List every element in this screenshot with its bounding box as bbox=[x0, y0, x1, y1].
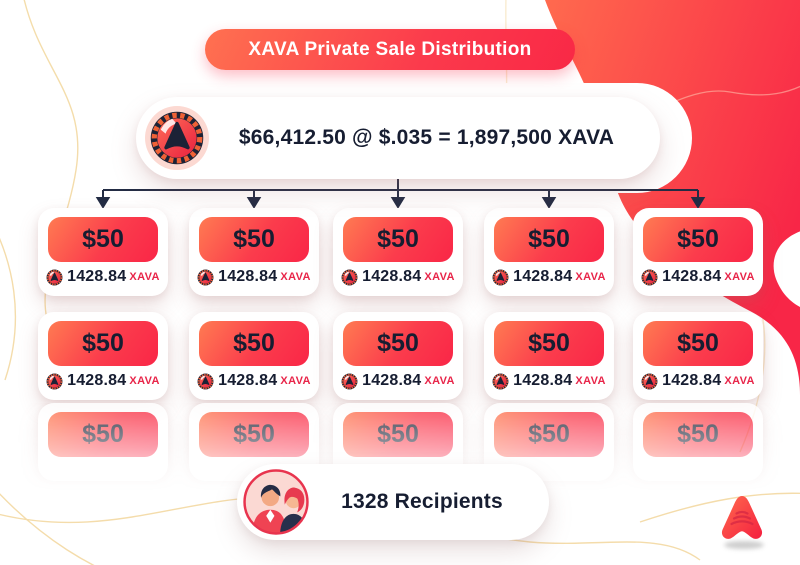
token-amount-row: 1428.84 XAVA bbox=[46, 372, 160, 390]
xava-mini-coin-icon bbox=[492, 268, 510, 286]
token-symbol: XAVA bbox=[129, 271, 160, 283]
usd-amount-pill: $50 bbox=[199, 412, 309, 457]
usd-amount-pill: $50 bbox=[494, 412, 604, 457]
usd-amount: $50 bbox=[528, 329, 570, 357]
token-amount-row: 1428.84 XAVA bbox=[46, 268, 160, 286]
token-amount-row: 1428.84 XAVA bbox=[641, 372, 755, 390]
summary-card: $66,412.50 @ $.035 = 1,897,500 XAVA bbox=[136, 97, 660, 179]
usd-amount: $50 bbox=[677, 225, 719, 253]
usd-amount: $50 bbox=[377, 420, 419, 448]
allocation-card: $50 1428.84 XAVA bbox=[189, 208, 319, 296]
page-title: XAVA Private Sale Distribution bbox=[248, 38, 532, 60]
usd-amount-pill: $50 bbox=[343, 217, 453, 262]
token-amount: 1428.84 bbox=[662, 268, 722, 285]
token-amount: 1428.84 bbox=[362, 372, 422, 389]
usd-amount-pill: $50 bbox=[343, 412, 453, 457]
token-amount-row: 1428.84 XAVA bbox=[341, 268, 455, 286]
allocation-card: $50 1428.84 XAVA bbox=[333, 208, 463, 296]
usd-amount-pill: $50 bbox=[48, 321, 158, 366]
usd-amount-pill: $50 bbox=[643, 217, 753, 262]
avalaunch-logo bbox=[720, 494, 764, 541]
usd-amount-pill: $50 bbox=[199, 217, 309, 262]
xava-mini-coin-icon bbox=[492, 372, 510, 390]
usd-amount: $50 bbox=[528, 225, 570, 253]
logo-shadow bbox=[724, 541, 764, 549]
token-symbol: XAVA bbox=[575, 375, 606, 387]
usd-amount: $50 bbox=[233, 420, 275, 448]
token-symbol: XAVA bbox=[724, 375, 755, 387]
token-amount-row: 1428.84 XAVA bbox=[641, 268, 755, 286]
xava-mini-coin-icon bbox=[197, 372, 215, 390]
usd-amount: $50 bbox=[82, 329, 124, 357]
token-symbol: XAVA bbox=[424, 271, 455, 283]
usd-amount: $50 bbox=[82, 420, 124, 448]
allocation-card: $50 bbox=[633, 403, 763, 481]
allocation-card: $50 1428.84 XAVA bbox=[484, 312, 614, 400]
allocation-row-2: $50 1428.84 XAVA $50 1428.84 XAVA $50 14… bbox=[0, 312, 800, 412]
xava-coin-icon bbox=[145, 106, 209, 170]
xava-mini-coin-icon bbox=[341, 372, 359, 390]
allocation-card: $50 1428.84 XAVA bbox=[633, 312, 763, 400]
token-symbol: XAVA bbox=[724, 271, 755, 283]
usd-amount-pill: $50 bbox=[643, 321, 753, 366]
allocation-row-3-faded: $50 $50 $50 $50 $50 bbox=[0, 403, 800, 503]
usd-amount: $50 bbox=[233, 329, 275, 357]
token-amount: 1428.84 bbox=[218, 372, 278, 389]
allocation-card: $50 1428.84 XAVA bbox=[38, 312, 168, 400]
recipients-count: 1328 Recipients bbox=[341, 490, 503, 513]
usd-amount-pill: $50 bbox=[48, 412, 158, 457]
token-amount: 1428.84 bbox=[662, 372, 722, 389]
usd-amount: $50 bbox=[677, 420, 719, 448]
token-amount: 1428.84 bbox=[218, 268, 278, 285]
token-amount-row: 1428.84 XAVA bbox=[492, 268, 606, 286]
xava-mini-coin-icon bbox=[341, 268, 359, 286]
token-symbol: XAVA bbox=[424, 375, 455, 387]
token-amount: 1428.84 bbox=[67, 268, 127, 285]
token-symbol: XAVA bbox=[129, 375, 160, 387]
usd-amount-pill: $50 bbox=[494, 321, 604, 366]
usd-amount-pill: $50 bbox=[48, 217, 158, 262]
allocation-card: $50 bbox=[38, 403, 168, 481]
allocation-row-1: $50 1428.84 XAVA $50 1428.84 XAVA $50 14… bbox=[0, 208, 800, 308]
usd-amount: $50 bbox=[82, 225, 124, 253]
allocation-card: $50 bbox=[189, 403, 319, 481]
allocation-card: $50 1428.84 XAVA bbox=[38, 208, 168, 296]
recipients-card: 1328 Recipients bbox=[237, 464, 549, 540]
recipients-people-icon bbox=[243, 469, 309, 535]
token-amount-row: 1428.84 XAVA bbox=[341, 372, 455, 390]
usd-amount: $50 bbox=[233, 225, 275, 253]
token-amount: 1428.84 bbox=[362, 268, 422, 285]
usd-amount-pill: $50 bbox=[494, 217, 604, 262]
token-amount-row: 1428.84 XAVA bbox=[197, 372, 311, 390]
sale-equation: $66,412.50 @ $.035 = 1,897,500 XAVA bbox=[238, 126, 615, 149]
token-symbol: XAVA bbox=[280, 375, 311, 387]
token-amount-row: 1428.84 XAVA bbox=[197, 268, 311, 286]
xava-mini-coin-icon bbox=[46, 268, 64, 286]
allocation-card: $50 1428.84 XAVA bbox=[633, 208, 763, 296]
usd-amount-pill: $50 bbox=[343, 321, 453, 366]
usd-amount: $50 bbox=[677, 329, 719, 357]
token-symbol: XAVA bbox=[280, 271, 311, 283]
allocation-card: $50 1428.84 XAVA bbox=[189, 312, 319, 400]
allocation-card: $50 1428.84 XAVA bbox=[333, 312, 463, 400]
xava-mini-coin-icon bbox=[46, 372, 64, 390]
xava-mini-coin-icon bbox=[641, 372, 659, 390]
usd-amount: $50 bbox=[377, 329, 419, 357]
xava-mini-coin-icon bbox=[641, 268, 659, 286]
xava-mini-coin-icon bbox=[197, 268, 215, 286]
usd-amount: $50 bbox=[377, 225, 419, 253]
title-banner: XAVA Private Sale Distribution bbox=[205, 29, 575, 70]
usd-amount-pill: $50 bbox=[199, 321, 309, 366]
token-amount: 1428.84 bbox=[67, 372, 127, 389]
token-symbol: XAVA bbox=[575, 271, 606, 283]
token-amount-row: 1428.84 XAVA bbox=[492, 372, 606, 390]
token-amount: 1428.84 bbox=[513, 372, 573, 389]
token-amount: 1428.84 bbox=[513, 268, 573, 285]
usd-amount-pill: $50 bbox=[643, 412, 753, 457]
allocation-card: $50 1428.84 XAVA bbox=[484, 208, 614, 296]
usd-amount: $50 bbox=[528, 420, 570, 448]
